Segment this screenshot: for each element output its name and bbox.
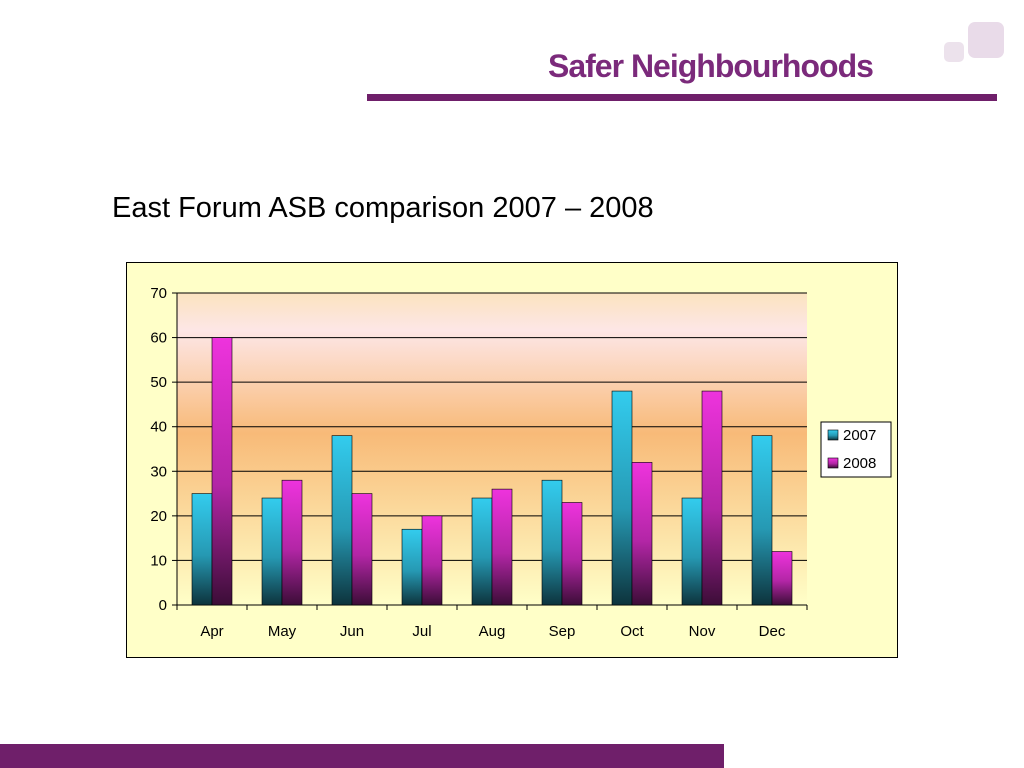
bar-2008-aug	[491, 488, 513, 606]
bar-2007-apr	[191, 493, 213, 606]
bar-2007-sep	[541, 479, 563, 606]
x-tick-label: May	[268, 623, 297, 640]
bar-2007-oct	[611, 390, 633, 606]
x-tick-label: Apr	[200, 623, 223, 640]
y-tick-label: 20	[150, 508, 167, 525]
bar-2007-jun	[331, 435, 353, 606]
y-tick-label: 30	[150, 463, 167, 480]
header-rule	[367, 94, 997, 101]
bar-2008-oct	[631, 462, 653, 606]
bar-2007-dec	[751, 435, 773, 606]
bar-2007-aug	[471, 497, 493, 606]
x-tick-label: Oct	[620, 623, 644, 640]
legend-swatch-2007	[827, 429, 839, 441]
x-tick-label: Aug	[479, 623, 506, 640]
bar-chart: 0 10 20 30 40 50 60 70 Apr May Jun Jul Aug Sep Oct Nov D…	[150, 285, 892, 640]
y-tick-label: 60	[150, 330, 167, 347]
x-tick-label: Sep	[549, 623, 576, 640]
y-tick-label: 0	[159, 597, 167, 614]
y-tick-label: 70	[150, 285, 167, 302]
x-tick-label: Jun	[340, 623, 364, 640]
x-tick-label: Jul	[412, 623, 431, 640]
bar-2007-may	[261, 497, 283, 606]
legend-label-2008: 2008	[843, 455, 876, 472]
bar-2007-jul	[401, 528, 423, 606]
bar-2007-nov	[681, 497, 703, 606]
bar-2008-nov	[701, 390, 723, 606]
y-tick-label: 50	[150, 374, 167, 391]
bar-2008-jun	[351, 493, 373, 606]
y-tick-label: 40	[150, 419, 167, 436]
brand-name: Safer Neighbourhoods	[548, 48, 874, 84]
logo-square-small-icon	[944, 42, 964, 62]
x-tick-label: Nov	[689, 623, 716, 640]
bar-2008-dec	[771, 551, 793, 606]
slide-title: East Forum ASB comparison 2007 – 2008	[112, 192, 654, 224]
legend-label-2007: 2007	[843, 427, 876, 444]
chart-container: 0 10 20 30 40 50 60 70 Apr May Jun Jul Aug Sep Oct Nov D…	[126, 262, 898, 658]
x-tick-label: Dec	[759, 623, 786, 640]
bar-2008-sep	[561, 502, 583, 606]
bar-2008-may	[281, 479, 303, 606]
bar-2008-jul	[421, 515, 443, 606]
y-tick-label: 10	[150, 552, 167, 569]
legend-swatch-2008	[827, 457, 839, 469]
logo-square-large-icon	[968, 22, 1004, 58]
bar-2008-apr	[211, 337, 233, 606]
footer-bar	[0, 744, 724, 768]
